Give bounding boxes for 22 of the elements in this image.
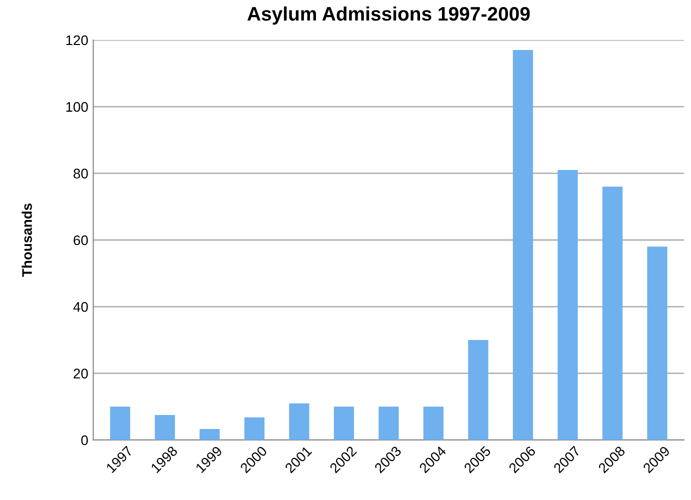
- bar: [558, 170, 578, 440]
- y-tick-label: 40: [73, 302, 88, 312]
- bar: [334, 406, 354, 440]
- bar: [244, 417, 264, 440]
- y-tick-label: 120: [66, 35, 88, 46]
- bar: [200, 429, 220, 440]
- bar: [468, 340, 488, 440]
- bar: [647, 246, 668, 440]
- bar: [289, 403, 310, 440]
- bar: [512, 50, 534, 440]
- y-tick-label: 80: [74, 168, 88, 179]
- y-axis-title: Thousands: [22, 204, 32, 277]
- bar: [154, 415, 175, 440]
- y-tick-label: 0: [81, 435, 88, 446]
- chart-title: Asylum Admissions 1997-2009: [247, 6, 530, 25]
- bar: [423, 406, 444, 440]
- y-tick-label: 100: [66, 102, 88, 112]
- y-tick-label: 20: [74, 368, 88, 379]
- y-tick-label: 60: [74, 235, 88, 246]
- bar: [110, 406, 130, 440]
- bar: [602, 186, 623, 440]
- bar: [378, 406, 399, 440]
